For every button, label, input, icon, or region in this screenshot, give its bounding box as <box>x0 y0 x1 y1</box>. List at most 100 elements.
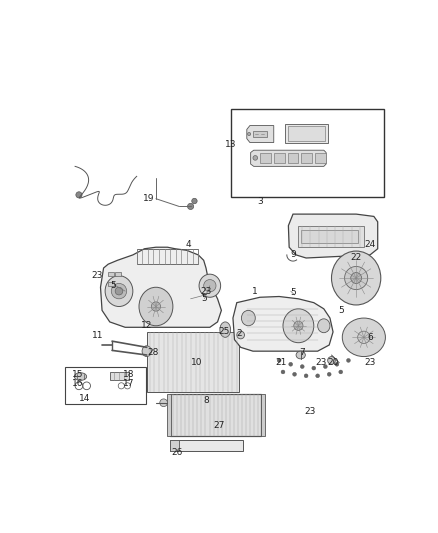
Ellipse shape <box>115 287 123 295</box>
Bar <box>110 372 129 381</box>
Text: 27: 27 <box>213 422 225 430</box>
Text: 10: 10 <box>191 358 202 367</box>
Bar <box>260 154 271 163</box>
Text: 9: 9 <box>290 251 296 260</box>
Bar <box>170 393 261 436</box>
Text: 19: 19 <box>142 194 154 203</box>
Text: 12: 12 <box>141 321 152 330</box>
Text: 16: 16 <box>72 379 83 388</box>
Ellipse shape <box>327 373 331 376</box>
Text: 23: 23 <box>364 358 376 367</box>
Text: 8: 8 <box>203 396 209 405</box>
Ellipse shape <box>204 280 216 292</box>
Ellipse shape <box>300 365 304 368</box>
Bar <box>288 126 325 141</box>
Bar <box>274 154 285 163</box>
Ellipse shape <box>342 318 385 357</box>
Bar <box>147 332 239 392</box>
Bar <box>108 272 113 277</box>
Ellipse shape <box>335 362 339 366</box>
Ellipse shape <box>111 284 127 299</box>
Ellipse shape <box>304 374 308 378</box>
Text: 23: 23 <box>304 408 316 416</box>
Bar <box>108 282 113 287</box>
Ellipse shape <box>289 362 293 366</box>
Bar <box>170 440 243 451</box>
Ellipse shape <box>312 366 316 370</box>
Bar <box>315 154 326 163</box>
Ellipse shape <box>187 203 194 209</box>
Ellipse shape <box>199 274 221 297</box>
Text: 21: 21 <box>275 358 286 367</box>
Ellipse shape <box>332 251 381 305</box>
Text: 2: 2 <box>236 329 242 338</box>
Text: 26: 26 <box>172 448 183 457</box>
Bar <box>301 230 358 244</box>
Ellipse shape <box>220 322 231 337</box>
Polygon shape <box>100 247 221 327</box>
Text: 15: 15 <box>72 370 83 379</box>
Ellipse shape <box>296 351 305 359</box>
Text: 5: 5 <box>201 294 207 303</box>
Polygon shape <box>288 214 378 258</box>
Ellipse shape <box>76 192 82 198</box>
Ellipse shape <box>160 399 167 407</box>
Ellipse shape <box>345 266 367 289</box>
Bar <box>231 109 384 197</box>
Bar <box>115 272 120 277</box>
Text: 25: 25 <box>218 327 230 336</box>
Text: 4: 4 <box>185 240 191 249</box>
Ellipse shape <box>318 319 330 333</box>
Text: 5: 5 <box>290 288 296 297</box>
Bar <box>298 225 364 247</box>
Text: 6: 6 <box>367 333 373 342</box>
Text: 18: 18 <box>123 370 135 379</box>
Bar <box>253 131 267 137</box>
Bar <box>137 249 198 264</box>
Text: 7: 7 <box>299 348 305 357</box>
Bar <box>261 393 265 436</box>
Ellipse shape <box>139 287 173 326</box>
Ellipse shape <box>283 309 314 343</box>
Text: 11: 11 <box>92 330 104 340</box>
Bar <box>170 440 179 451</box>
Bar <box>167 393 171 436</box>
Ellipse shape <box>339 370 343 374</box>
Text: 20: 20 <box>327 358 339 367</box>
Text: 23: 23 <box>91 271 102 280</box>
Ellipse shape <box>105 276 133 306</box>
Text: 3: 3 <box>257 197 263 206</box>
Ellipse shape <box>241 310 255 326</box>
Ellipse shape <box>247 133 251 135</box>
Text: 17: 17 <box>123 379 135 388</box>
Polygon shape <box>251 150 326 166</box>
Text: 24: 24 <box>364 240 376 249</box>
Ellipse shape <box>358 331 370 343</box>
Ellipse shape <box>293 373 297 376</box>
Ellipse shape <box>142 346 151 357</box>
Bar <box>170 393 261 436</box>
Ellipse shape <box>237 331 244 339</box>
Text: 5: 5 <box>111 281 117 290</box>
Bar <box>288 154 298 163</box>
Polygon shape <box>233 296 333 351</box>
Ellipse shape <box>346 359 350 362</box>
Ellipse shape <box>328 357 336 364</box>
Ellipse shape <box>192 198 197 204</box>
Text: 13: 13 <box>225 140 237 149</box>
Ellipse shape <box>323 365 327 368</box>
Text: 5: 5 <box>338 306 344 315</box>
Ellipse shape <box>294 321 303 330</box>
Ellipse shape <box>316 374 320 378</box>
Text: 23: 23 <box>316 358 327 367</box>
Text: 1: 1 <box>251 287 258 296</box>
Bar <box>301 154 312 163</box>
Text: 28: 28 <box>147 348 159 357</box>
Ellipse shape <box>351 273 361 284</box>
Bar <box>65 367 146 403</box>
Ellipse shape <box>74 373 87 381</box>
Bar <box>285 124 328 143</box>
Ellipse shape <box>151 302 161 311</box>
Ellipse shape <box>253 156 258 160</box>
Text: 14: 14 <box>79 394 91 403</box>
